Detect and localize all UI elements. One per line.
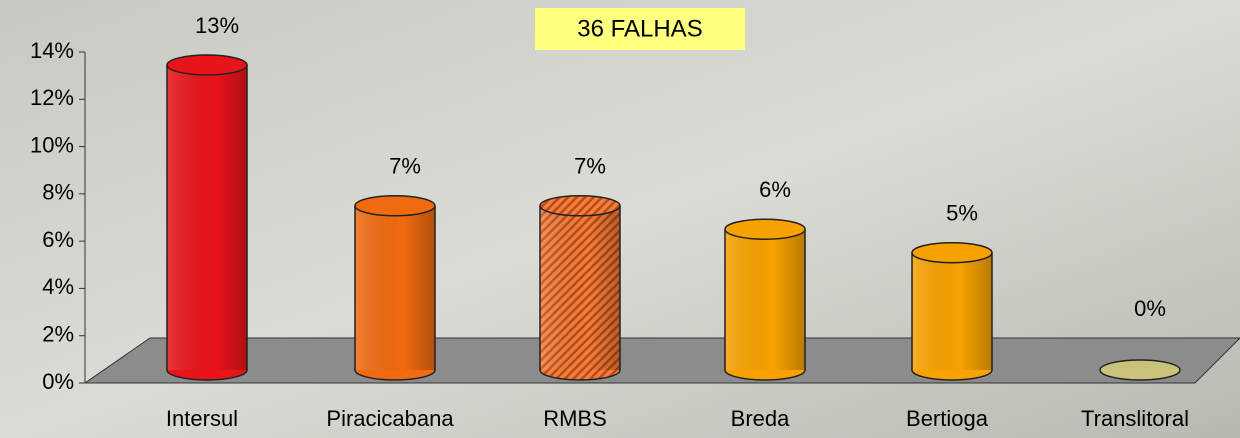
x-tick-label: Bertioga [906, 406, 989, 431]
bar-top [1099, 359, 1181, 381]
x-tick-label: RMBS [543, 406, 607, 431]
y-tick-label: 8% [42, 180, 74, 205]
x-tick-label: Breda [731, 406, 790, 431]
y-tick-label: 0% [42, 369, 74, 394]
bar-top [166, 54, 248, 76]
value-label: 6% [759, 177, 791, 202]
y-tick-label: 4% [42, 274, 74, 299]
x-tick-label: Translitoral [1081, 406, 1189, 431]
bar-top [911, 241, 993, 264]
bar-shade [540, 205, 620, 370]
y-tick-label: 6% [42, 227, 74, 252]
x-tick-label: Piracicabana [326, 406, 454, 431]
title-box [535, 8, 745, 50]
bar-shade [355, 205, 435, 370]
value-label: 13% [195, 13, 239, 38]
bar-top [539, 195, 621, 217]
value-label: 7% [389, 154, 421, 179]
value-label: 7% [574, 154, 606, 179]
bar-shade [912, 252, 992, 370]
y-tick-label: 10% [30, 132, 74, 157]
value-label: 0% [1134, 296, 1166, 321]
y-tick-label: 14% [30, 38, 74, 63]
floor [83, 337, 1240, 384]
y-tick-label: 2% [42, 322, 74, 347]
y-tick-label: 12% [30, 85, 74, 110]
bar-shade [725, 229, 805, 370]
x-tick-label: Intersul [166, 406, 238, 431]
chart-title: 36 FALHAS [577, 15, 702, 42]
bar-top [724, 218, 806, 240]
bar-top [354, 195, 436, 217]
bar-shade [167, 65, 247, 370]
value-label: 5% [946, 201, 978, 226]
